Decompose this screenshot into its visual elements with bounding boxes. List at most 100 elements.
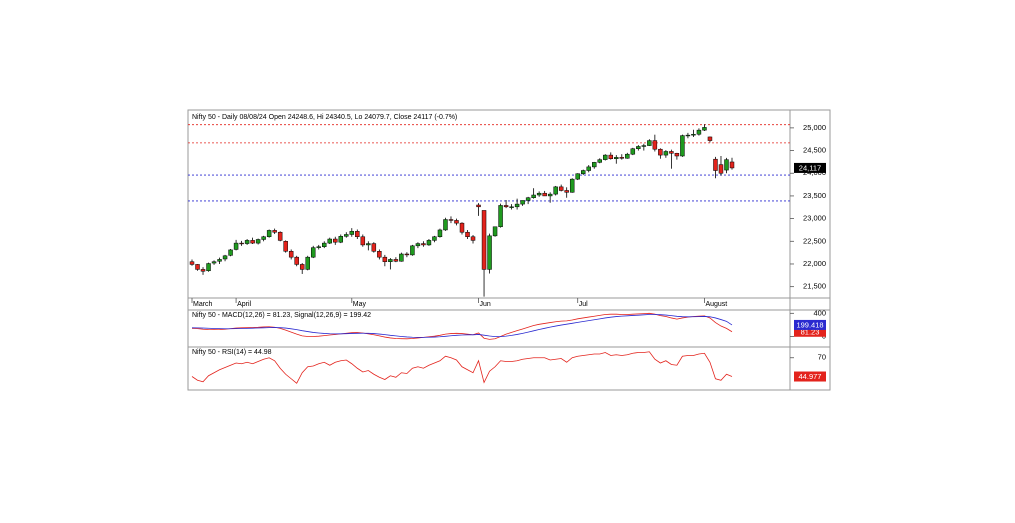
- y-tick-label: 23,500: [803, 191, 826, 200]
- last-value-label: 199.418: [796, 320, 823, 329]
- indicator-line: [191, 314, 733, 338]
- candle-body: [382, 256, 388, 262]
- candle-body: [603, 154, 608, 160]
- candle-body: [702, 127, 707, 131]
- candle-body: [255, 239, 261, 244]
- candle-body: [426, 240, 432, 246]
- candle-body: [641, 145, 647, 147]
- candle-body: [338, 236, 344, 243]
- candle-body: [206, 263, 211, 272]
- candle-body: [647, 140, 652, 146]
- candle-body: [277, 231, 283, 241]
- y-tick-label: 23,000: [803, 214, 826, 223]
- y-tick-label: 21,500: [803, 282, 826, 291]
- candle-body: [542, 192, 547, 197]
- candle-body: [674, 153, 680, 157]
- candle-body: [580, 170, 586, 174]
- candle-body: [310, 247, 316, 258]
- candle-body: [492, 226, 498, 237]
- candle-body: [691, 133, 696, 136]
- candle-body: [498, 205, 503, 228]
- candle-body: [520, 200, 525, 205]
- candle-body: [564, 190, 569, 193]
- candle-body: [685, 134, 691, 137]
- candle-body: [200, 269, 206, 272]
- last-value-box: [794, 319, 826, 330]
- x-tick-label: May: [353, 301, 367, 308]
- candle-body: [432, 236, 437, 241]
- candle-body: [266, 230, 272, 238]
- candle-body: [592, 162, 597, 168]
- candle-body: [470, 236, 476, 241]
- candle-body: [713, 158, 718, 171]
- chart-title: Nifty 50 - Daily 08/08/24 Open 24248.6, …: [192, 114, 457, 121]
- candle-body: [261, 236, 266, 240]
- candle-body: [244, 240, 250, 244]
- candle-body: [558, 186, 564, 191]
- candle-body: [531, 194, 536, 198]
- candle-body: [487, 235, 492, 270]
- candle-body: [680, 135, 685, 157]
- candle-body: [283, 241, 288, 252]
- candle-body: [459, 222, 465, 233]
- x-tick-label: March: [193, 301, 213, 308]
- candle-body: [630, 148, 636, 155]
- candle-body: [608, 154, 614, 159]
- candle-body: [636, 146, 641, 149]
- candle-body: [189, 261, 195, 265]
- candle-body: [569, 178, 575, 193]
- candle-body: [652, 140, 658, 150]
- last-value-label: 24,117: [799, 163, 821, 172]
- candle-body: [465, 231, 470, 238]
- candle-body: [272, 230, 277, 233]
- y-tick-label: 24,500: [803, 146, 826, 155]
- candle-body: [228, 249, 233, 256]
- y-tick-label: 70: [818, 353, 826, 362]
- last-value-label: 81.23: [801, 327, 820, 336]
- candle-body: [366, 243, 371, 246]
- candle-body: [294, 256, 299, 265]
- candle-body: [575, 173, 580, 180]
- candle-body: [586, 166, 591, 171]
- x-tick-label: Jul: [579, 301, 588, 308]
- candle-body: [476, 204, 481, 208]
- candle-body: [222, 255, 228, 260]
- y-tick-label: 400: [813, 308, 826, 317]
- indicator-line: [191, 351, 733, 384]
- candle-body: [658, 148, 663, 156]
- candle-body: [333, 238, 338, 243]
- candle-body: [288, 251, 294, 258]
- candle-body: [614, 157, 619, 159]
- candle-body: [669, 151, 674, 154]
- candle-body: [663, 151, 669, 156]
- candle-body: [211, 261, 217, 264]
- candle-body: [239, 242, 244, 245]
- candle-body: [553, 186, 558, 195]
- candle-body: [724, 159, 729, 171]
- last-value-label: 44.977: [799, 372, 822, 381]
- candle-body: [316, 246, 321, 248]
- x-tick-label: August: [705, 301, 727, 308]
- candle-body: [503, 205, 509, 208]
- candle-body: [299, 264, 305, 270]
- candle-body: [448, 219, 454, 221]
- candle-body: [371, 243, 377, 252]
- candle-body: [481, 210, 487, 270]
- y-tick-label: 22,500: [803, 236, 826, 245]
- candle-body: [410, 245, 415, 256]
- candle-body: [718, 164, 724, 174]
- candle-body: [619, 157, 625, 159]
- candle-body: [322, 242, 327, 247]
- candle-body: [454, 220, 459, 224]
- candle-body: [514, 203, 520, 208]
- y-tick-label: 25,000: [803, 123, 826, 132]
- x-tick-label: Jun: [480, 301, 491, 308]
- candle-body: [509, 206, 514, 208]
- macd-title: Nifty 50 - MACD(12,26) = 81.23, Signal(1…: [192, 312, 371, 319]
- x-tick-label: April: [237, 301, 251, 308]
- candle-body: [327, 238, 332, 244]
- candle-body: [415, 243, 421, 247]
- candle-body: [349, 231, 355, 235]
